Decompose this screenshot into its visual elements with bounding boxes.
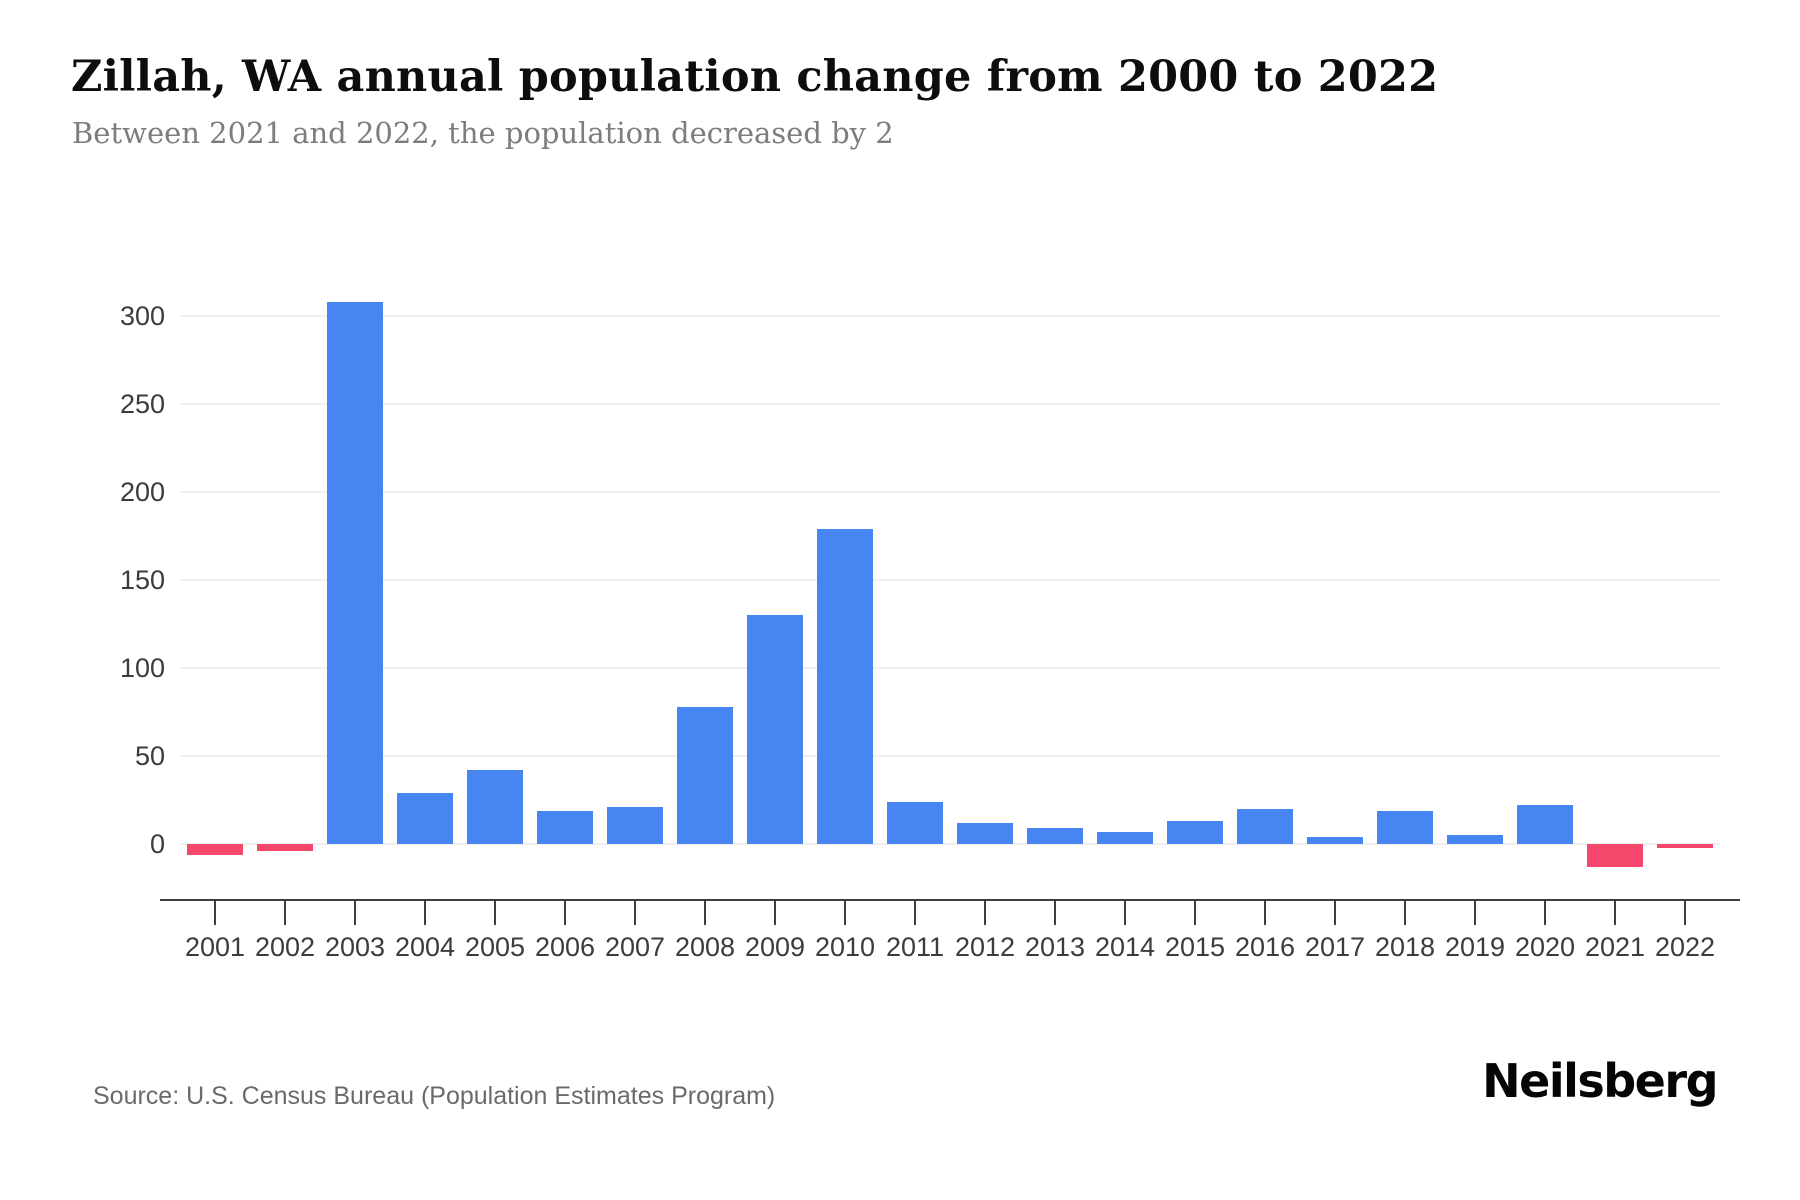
gridline-50 <box>180 755 1720 757</box>
x-axis-tick <box>1194 901 1196 925</box>
x-axis-tick <box>284 901 286 925</box>
x-axis-tick <box>354 901 356 925</box>
y-axis-tick-label: 300 <box>119 301 165 331</box>
x-axis-tick <box>564 901 566 925</box>
x-axis-tick-label: 2021 <box>1584 932 1646 962</box>
bar-2021 <box>1587 844 1643 867</box>
bar-2017 <box>1307 836 1363 844</box>
x-axis-tick-label: 2001 <box>184 932 246 962</box>
bar-2007 <box>607 807 663 844</box>
gridline-250 <box>180 403 1720 405</box>
x-axis-tick-label: 2006 <box>534 932 596 962</box>
x-axis-tick-label: 2010 <box>814 932 876 962</box>
y-axis-tick-label: 50 <box>134 741 165 771</box>
x-axis-tick-label: 2014 <box>1094 932 1156 962</box>
x-axis-tick-label: 2020 <box>1514 932 1576 962</box>
bar-2005 <box>467 770 523 844</box>
x-axis-tick-label: 2002 <box>254 932 316 962</box>
x-axis-tick <box>634 901 636 925</box>
bar-2010 <box>817 528 873 844</box>
bar-2004 <box>397 792 453 844</box>
y-axis-tick-label: 250 <box>119 389 165 419</box>
x-axis-tick <box>1124 901 1126 925</box>
bar-2022 <box>1657 844 1713 848</box>
x-axis-tick-label: 2015 <box>1164 932 1226 962</box>
y-axis-tick-label: 200 <box>119 477 165 507</box>
x-axis-tick <box>424 901 426 925</box>
bar-2011 <box>887 801 943 844</box>
bar-2003 <box>327 301 383 844</box>
x-axis-tick-label: 2022 <box>1654 932 1716 962</box>
gridline-300 <box>180 315 1720 317</box>
bar-2002 <box>257 844 313 852</box>
plot-area <box>180 250 1720 900</box>
bar-2009 <box>747 615 803 844</box>
x-axis-tick <box>1614 901 1616 925</box>
gridline-200 <box>180 491 1720 493</box>
y-axis-tick-label: 150 <box>119 565 165 595</box>
x-axis-tick-label: 2019 <box>1444 932 1506 962</box>
bar-2015 <box>1167 821 1223 844</box>
x-axis-tick-label: 2018 <box>1374 932 1436 962</box>
x-axis-tick <box>914 901 916 925</box>
x-axis-tick-label: 2017 <box>1304 932 1366 962</box>
x-axis-tick-label: 2011 <box>885 932 945 962</box>
gridline-0 <box>180 843 1720 845</box>
x-axis-tick <box>1474 901 1476 925</box>
x-axis-tick-label: 2012 <box>954 932 1016 962</box>
bar-2006 <box>537 810 593 844</box>
bar-2016 <box>1237 808 1293 844</box>
x-axis-tick-label: 2004 <box>394 932 456 962</box>
y-axis-tick-label: 100 <box>119 653 165 683</box>
bar-2019 <box>1447 835 1503 844</box>
chart-title: Zillah, WA annual population change from… <box>71 52 1439 102</box>
x-axis-tick-label: 2003 <box>324 932 386 962</box>
x-axis-tick-label: 2009 <box>744 932 806 962</box>
bar-2018 <box>1377 810 1433 844</box>
x-axis-tick <box>1054 901 1056 925</box>
x-axis-tick <box>214 901 216 925</box>
bar-2012 <box>957 822 1013 844</box>
chart-subtitle: Between 2021 and 2022, the population de… <box>72 116 894 150</box>
bar-2014 <box>1097 831 1153 844</box>
x-axis-tick <box>844 901 846 925</box>
x-axis-tick-label: 2013 <box>1024 932 1086 962</box>
bar-2001 <box>187 844 243 855</box>
x-axis-tick <box>1544 901 1546 925</box>
x-axis-line <box>160 899 1740 901</box>
bar-2020 <box>1517 805 1573 844</box>
x-axis-tick-label: 2016 <box>1234 932 1296 962</box>
brand-logo: Neilsberg <box>1482 1054 1718 1108</box>
source-note: Source: U.S. Census Bureau (Population E… <box>93 1082 776 1110</box>
x-axis-tick <box>774 901 776 925</box>
gridline-100 <box>180 667 1720 669</box>
x-axis-tick <box>494 901 496 925</box>
x-axis-tick-label: 2008 <box>674 932 736 962</box>
x-axis-tick <box>984 901 986 925</box>
x-axis-tick <box>1264 901 1266 925</box>
x-axis-tick <box>1684 901 1686 925</box>
y-axis-tick-label: 0 <box>149 829 165 859</box>
x-axis-tick-label: 2005 <box>464 932 526 962</box>
x-axis-tick <box>704 901 706 925</box>
x-axis-tick <box>1334 901 1336 925</box>
x-axis-tick <box>1404 901 1406 925</box>
gridline-150 <box>180 579 1720 581</box>
bar-2008 <box>677 706 733 844</box>
x-axis-tick-label: 2007 <box>604 932 666 962</box>
bar-2013 <box>1027 828 1083 844</box>
